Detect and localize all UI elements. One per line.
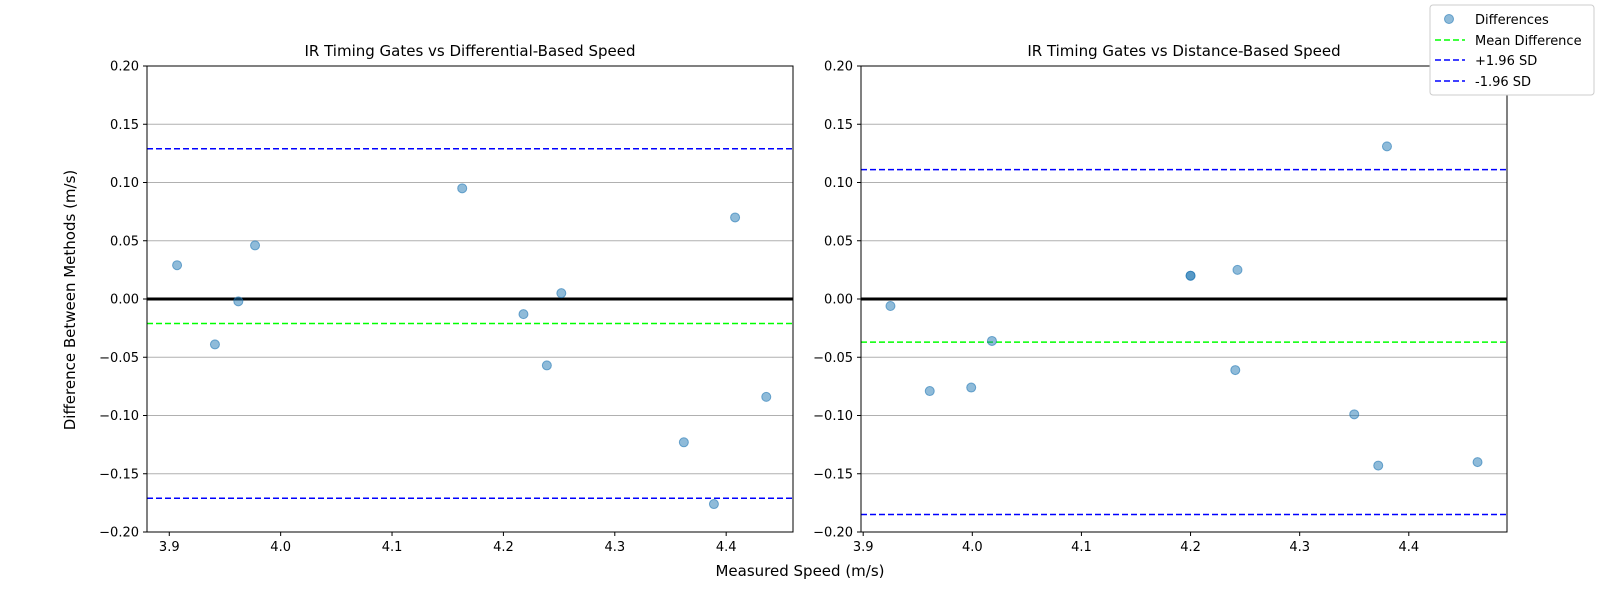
- data-point: [518, 309, 529, 320]
- data-point: [885, 300, 896, 311]
- y-tick-label: 0.05: [824, 234, 853, 249]
- axes-frame: [146, 65, 794, 533]
- data-point: [1232, 264, 1243, 275]
- data-point: [708, 499, 719, 510]
- data-point: [986, 335, 997, 346]
- x-tick-label: 4.1: [1071, 540, 1092, 555]
- data-point: [1185, 270, 1196, 281]
- y-tick-label: 0.05: [110, 234, 139, 249]
- x-tick-label: 4.4: [1398, 540, 1419, 555]
- data-point: [678, 437, 689, 448]
- x-tick-label: 4.1: [382, 540, 403, 555]
- data-point: [924, 386, 935, 397]
- x-tick-label: 4.4: [716, 540, 737, 555]
- y-tick-label: −0.05: [99, 351, 139, 366]
- legend-label-mean: Mean Difference: [1475, 34, 1582, 49]
- data-point: [1373, 460, 1384, 471]
- chart-panels: 0.20 0.15 0.10 0.05 0.00 −0.05 −0.10 −0.15 −0.20…: [99, 42, 1508, 555]
- y-tick-label: 0.10: [110, 176, 139, 191]
- chart-panel-1: 0.20 0.15 0.10 0.05 0.00 −0.05 −0.10 −0.15 −0.20…: [99, 42, 794, 555]
- legend-marker-differences: [1444, 14, 1454, 24]
- y-tick-label: −0.10: [813, 409, 853, 424]
- data-point: [541, 360, 552, 371]
- data-point: [556, 288, 567, 299]
- data-point: [1230, 365, 1241, 376]
- y-tick-label: 0.20: [824, 60, 853, 75]
- x-tick-label: 4.2: [493, 540, 514, 555]
- y-tick-label: −0.05: [813, 351, 853, 366]
- y-tick-label: 0.00: [110, 293, 139, 308]
- data-point: [966, 382, 977, 393]
- x-tick-label: 4.2: [1180, 540, 1201, 555]
- y-tick-label: −0.20: [99, 526, 139, 541]
- legend-label-differences: Differences: [1475, 13, 1549, 28]
- y-axis-label: Difference Between Methods (m/s): [61, 170, 79, 431]
- x-axis-label: Measured Speed (m/s): [715, 562, 884, 580]
- y-tick-label: −0.10: [99, 409, 139, 424]
- y-tick-label: 0.00: [824, 293, 853, 308]
- y-tick-label: −0.20: [813, 526, 853, 541]
- y-tick-label: 0.20: [110, 60, 139, 75]
- chart-title: IR Timing Gates vs Distance-Based Speed: [1027, 42, 1340, 60]
- data-point: [1381, 141, 1392, 152]
- legend-label-lower: -1.96 SD: [1475, 75, 1531, 90]
- x-tick-label: 4.0: [962, 540, 983, 555]
- data-point: [1472, 457, 1483, 468]
- data-point: [250, 240, 261, 251]
- y-tick-label: 0.15: [824, 118, 853, 133]
- x-tick-label: 3.9: [159, 540, 180, 555]
- y-tick-label: −0.15: [99, 467, 139, 482]
- data-point: [233, 296, 244, 307]
- data-point: [457, 183, 468, 194]
- chart-panel-2: 0.20 0.15 0.10 0.05 0.00 −0.05 −0.10 −0.15 −0.20…: [813, 42, 1508, 555]
- x-tick-label: 3.9: [853, 540, 874, 555]
- x-tick-label: 4.3: [1289, 540, 1310, 555]
- data-point: [1349, 409, 1360, 420]
- legend: Differences Mean Difference +1.96 SD -1.…: [1429, 4, 1595, 96]
- legend-frame: [1429, 4, 1595, 96]
- data-point: [730, 212, 741, 223]
- data-point: [761, 391, 772, 402]
- x-tick-label: 4.3: [604, 540, 625, 555]
- y-tick-label: −0.15: [813, 467, 853, 482]
- axes-frame: [860, 65, 1508, 533]
- data-point: [172, 260, 183, 271]
- legend-label-upper: +1.96 SD: [1475, 54, 1537, 69]
- chart-title: IR Timing Gates vs Differential-Based Sp…: [304, 42, 635, 60]
- x-tick-label: 4.0: [270, 540, 291, 555]
- y-tick-label: 0.15: [110, 118, 139, 133]
- data-point: [209, 339, 220, 350]
- y-tick-label: 0.10: [824, 176, 853, 191]
